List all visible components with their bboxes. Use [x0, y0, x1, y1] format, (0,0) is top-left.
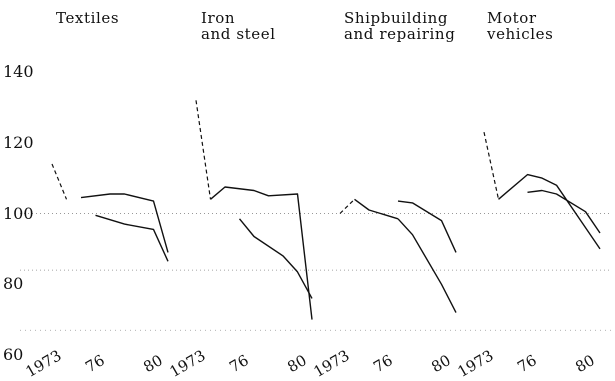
- panel-0-series-0-line: [51, 163, 68, 200]
- x-tick-label-0-1: 76: [82, 351, 108, 376]
- x-tick-label-1-1: 76: [226, 351, 252, 376]
- panel-2-series-3-line: [397, 218, 457, 313]
- panel-title-line: Textiles: [56, 9, 120, 27]
- y-tick-label-120: 120: [3, 132, 34, 152]
- x-tick-label-1-0: 1973: [166, 346, 208, 381]
- panel-title-line: Motor: [487, 9, 537, 27]
- panel-2-series: [339, 198, 457, 313]
- panel-1-series-1-line: [210, 186, 313, 320]
- y-tick-label-80: 80: [3, 274, 24, 294]
- panel-1-series-2-line: [238, 218, 313, 299]
- panel-0-series: [51, 163, 169, 262]
- panel-0-series-1-line: [80, 193, 169, 253]
- x-tick-label-0-0: 1973: [22, 346, 64, 381]
- y-tick-label-60: 60: [3, 345, 24, 364]
- x-tick-label-3-1: 76: [514, 351, 540, 376]
- panel-title-2: Shipbuilding and repairing: [344, 10, 455, 42]
- panel-title-1: Iron and steel: [201, 10, 276, 42]
- panel-2-series-1-line: [354, 198, 399, 220]
- panel-3-series-1-line: [498, 173, 601, 250]
- x-tick-label-3-0: 1973: [454, 346, 496, 381]
- x-tick-label-3-2: 80: [572, 351, 598, 376]
- panel-title-line: Shipbuilding: [344, 9, 449, 27]
- y-tick-label-140: 140: [3, 62, 34, 81]
- panel-2-series-2-line: [397, 200, 457, 253]
- x-tick-label-0-2: 80: [140, 351, 166, 376]
- panel-3-series-0-line: [483, 131, 500, 200]
- panel-1-series-0-line: [195, 100, 212, 200]
- panel-0-series-2-line: [95, 214, 169, 262]
- panel-title-line: and repairing: [344, 25, 456, 43]
- x-tick-label-1-2: 80: [284, 351, 310, 376]
- y-tick-label-100: 100: [3, 203, 34, 223]
- panel-title-line: vehicles: [487, 25, 554, 43]
- panel-title-line: Iron: [201, 9, 236, 27]
- x-tick-label-2-0: 1973: [310, 346, 352, 381]
- panel-3-series: [483, 131, 601, 250]
- x-tick-label-2-2: 80: [428, 351, 454, 376]
- x-tick-label-2-1: 76: [370, 351, 396, 376]
- panel-3-series-2-line: [527, 189, 601, 234]
- panel-2-series-0-line: [339, 198, 355, 214]
- panel-title-3: Motor vehicles: [487, 10, 553, 42]
- reference-lines: [20, 213, 612, 331]
- panel-title-line: and steel: [201, 25, 276, 43]
- panel-1-series: [195, 100, 313, 320]
- panel-title-0: Textiles: [56, 10, 119, 26]
